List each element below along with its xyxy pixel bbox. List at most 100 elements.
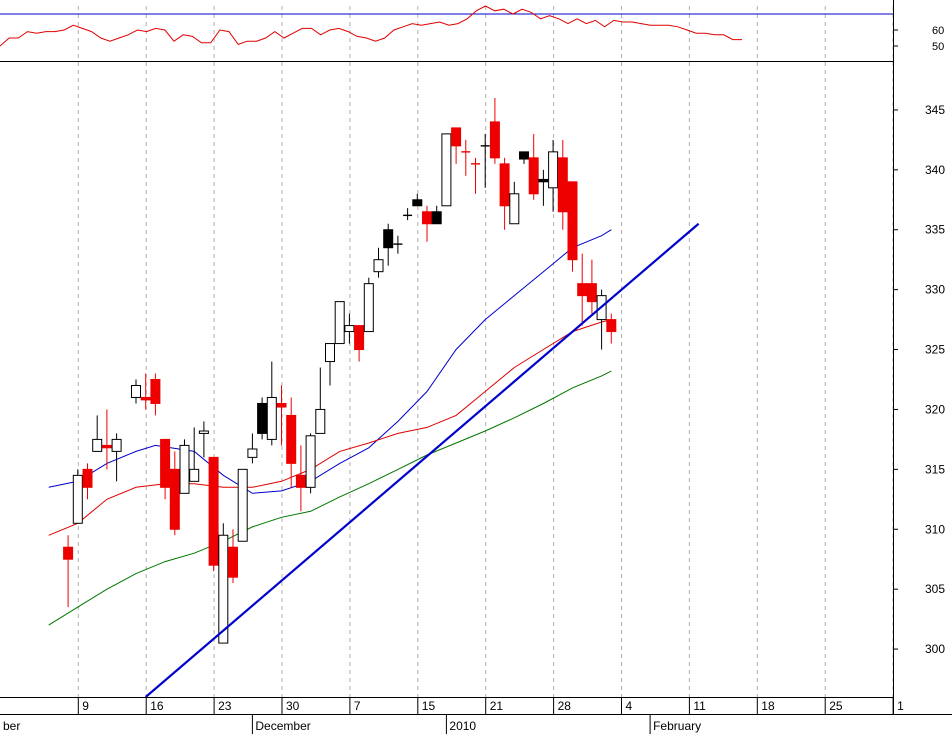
candle: [179, 439, 190, 494]
candle: [509, 181, 520, 225]
price-tick-label: 300: [925, 642, 945, 656]
date-tick-label: 25: [829, 699, 843, 713]
candle: [72, 469, 83, 524]
candle: [471, 157, 480, 194]
candle-body: [208, 456, 219, 566]
candle: [189, 427, 200, 482]
month-label: 2010: [449, 719, 476, 733]
price-tick-label: 330: [925, 283, 945, 297]
candle-body: [72, 474, 83, 524]
date-tick-label: 15: [422, 699, 436, 713]
candle-body: [63, 546, 74, 560]
candle: [422, 205, 432, 242]
candle-body: [150, 379, 161, 404]
candle-body: [325, 343, 335, 363]
candle: [489, 97, 500, 164]
candle: [111, 433, 122, 482]
candle-body: [412, 199, 423, 207]
axis-labels: 345 340 335 330 325 320 315 310 305 300 9 16 23 30 7 15…: [3, 103, 945, 734]
candle-body: [538, 178, 549, 183]
candle: [567, 181, 578, 272]
candle-body: [344, 325, 355, 333]
candle: [198, 421, 209, 458]
candle-body: [218, 534, 229, 644]
candle-body: [383, 229, 394, 249]
candle: [325, 343, 335, 386]
candle: [538, 169, 549, 206]
candle: [373, 247, 384, 278]
candle: [169, 451, 180, 536]
price-tick-label: 335: [925, 223, 945, 237]
candle: [295, 445, 306, 512]
date-tick-label: 9: [82, 699, 89, 713]
candle: [266, 361, 277, 446]
month-label: December: [255, 719, 310, 733]
candle-body: [557, 157, 568, 213]
candlesticks: [63, 97, 617, 644]
candle: [305, 433, 316, 494]
candle: [557, 139, 568, 230]
candle-body: [189, 468, 200, 482]
candle: [228, 529, 238, 584]
candle: [586, 259, 597, 314]
date-tick-label: 11: [693, 699, 706, 713]
candle-body: [266, 396, 277, 440]
price-tick-label: 320: [925, 402, 945, 416]
candle: [208, 456, 219, 572]
candle-body: [131, 384, 141, 398]
candle-body: [160, 438, 171, 488]
candle: [596, 289, 607, 350]
candle-body: [247, 448, 258, 458]
candle-body: [276, 402, 287, 408]
candle: [140, 373, 151, 410]
candle-body: [441, 133, 452, 207]
price-tick-label: 340: [925, 163, 945, 177]
candle-body: [489, 121, 500, 159]
candle-body: [577, 283, 588, 297]
candle: [101, 409, 112, 470]
candle: [499, 157, 510, 230]
candle: [354, 325, 365, 362]
candle: [344, 313, 355, 344]
date-tick-label: 21: [490, 699, 504, 713]
indicator-tick-label: 50: [932, 41, 944, 53]
moving-average-line: [48, 370, 612, 626]
candle-body: [237, 468, 248, 542]
candle-body: [606, 319, 617, 333]
candle-body: [528, 157, 539, 195]
moving-averages: [48, 229, 612, 626]
date-tick-label: 18: [761, 699, 775, 713]
candle: [218, 523, 229, 644]
candle-body: [169, 468, 180, 530]
candle: [577, 253, 588, 326]
candle: [257, 397, 268, 440]
candle-body: [519, 151, 529, 160]
candle: [403, 208, 413, 221]
price-tick-label: 305: [925, 582, 945, 596]
trendline: [144, 222, 700, 697]
candle: [92, 415, 103, 452]
candle: [451, 127, 462, 164]
candle-body: [295, 474, 306, 488]
date-tick-label: 4: [626, 699, 633, 713]
candle-body: [334, 301, 345, 345]
candle-body: [92, 438, 103, 452]
candle-body: [363, 283, 374, 333]
candle-body: [509, 193, 520, 225]
date-tick-label: 23: [218, 699, 232, 713]
candle-body: [179, 444, 190, 494]
candle: [334, 301, 345, 345]
candle: [315, 367, 326, 434]
candle: [247, 433, 258, 464]
indicator-line: [0, 5, 742, 47]
candle-body: [354, 325, 365, 351]
chart-frame: [0, 0, 952, 715]
candle-body: [257, 402, 268, 434]
date-tick-label: 16: [150, 699, 164, 713]
candle: [548, 139, 559, 212]
month-label: ber: [3, 719, 20, 733]
candle-body: [228, 546, 238, 578]
candle-body: [140, 396, 151, 401]
